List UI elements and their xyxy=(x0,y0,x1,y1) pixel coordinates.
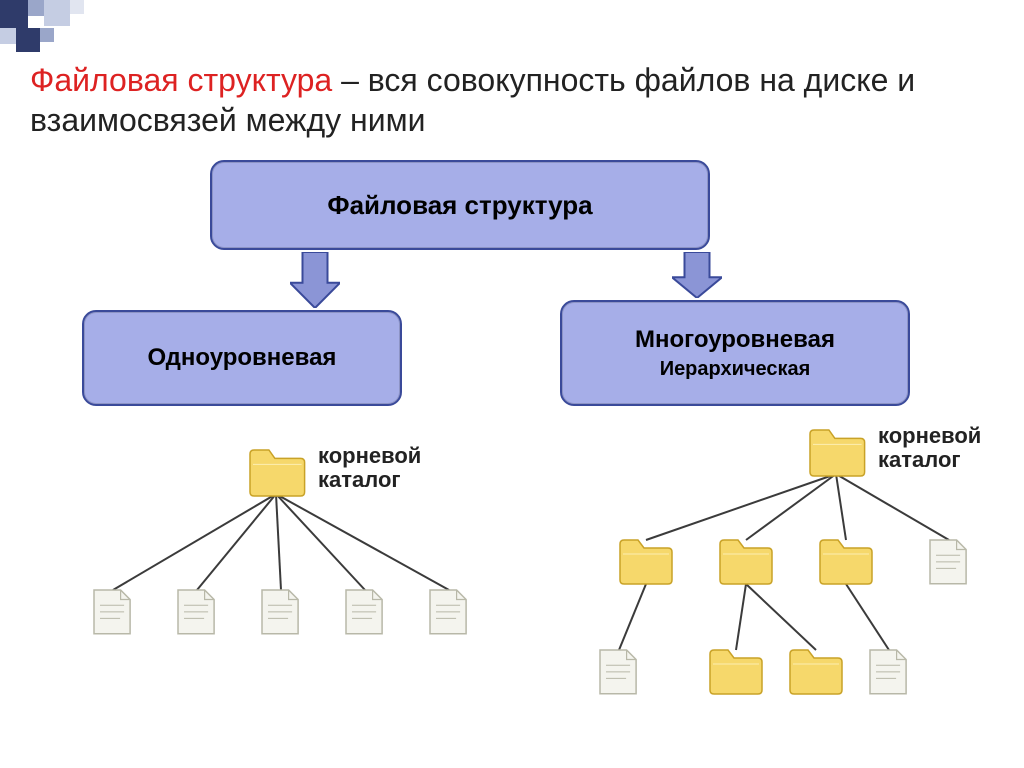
heading-term: Файловая структура xyxy=(30,62,332,98)
box-multi-level-sublabel: Иерархическая xyxy=(660,358,811,381)
box-single-level-label: Одноуровневая xyxy=(148,344,337,372)
hier-tree: корневойкаталог xyxy=(560,420,1000,740)
box-multi-level-label: Многоуровневая xyxy=(635,326,835,354)
box-single-level: Одноуровневая xyxy=(82,310,402,406)
deco-square xyxy=(28,0,44,16)
deco-square xyxy=(40,28,54,42)
box-multi-level: Многоуровневая Иерархическая xyxy=(560,300,910,406)
hier-root-label: корневойкаталог xyxy=(878,424,981,472)
deco-square xyxy=(70,0,84,14)
flat-root-label: корневойкаталог xyxy=(318,444,421,492)
flat-tree-svg xyxy=(60,430,500,690)
deco-square xyxy=(44,0,70,26)
flat-tree: корневойкаталог xyxy=(60,430,500,690)
deco-square xyxy=(16,28,40,52)
box-file-structure: Файловая структура xyxy=(210,160,710,250)
arrow-left xyxy=(290,252,340,308)
deco-square xyxy=(0,28,16,44)
slide-heading: Файловая структура – вся совокупность фа… xyxy=(30,60,994,140)
box-file-structure-label: Файловая структура xyxy=(327,190,592,221)
arrow-right xyxy=(672,252,722,298)
deco-square xyxy=(0,0,28,28)
corner-decoration xyxy=(0,0,140,60)
